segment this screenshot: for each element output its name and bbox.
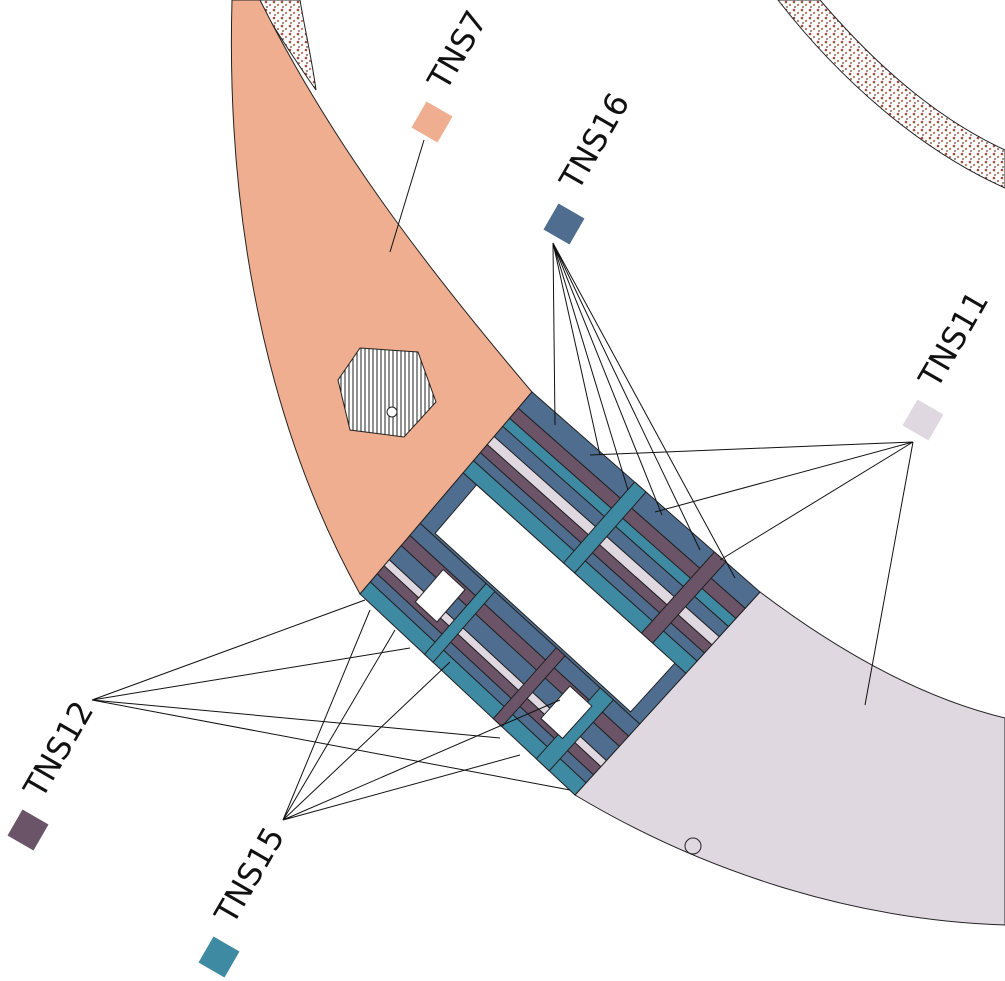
legend-swatch	[199, 937, 240, 978]
map: TNS7 TNS16 TNS11 TNS12 TNS15	[0, 0, 1005, 981]
marker	[387, 407, 397, 417]
region-label: TNS12	[16, 694, 102, 804]
legend-swatch	[903, 400, 944, 441]
legend-swatch	[544, 204, 585, 245]
legend-swatch	[412, 102, 453, 143]
layout	[92, 0, 1005, 925]
textured-band	[778, 0, 1005, 188]
region-label: TNS7	[420, 4, 495, 97]
legend-swatch	[8, 810, 49, 851]
region-label: TNS15	[207, 820, 293, 930]
region-label: TNS16	[552, 86, 638, 196]
region-label: TNS11	[911, 284, 997, 394]
